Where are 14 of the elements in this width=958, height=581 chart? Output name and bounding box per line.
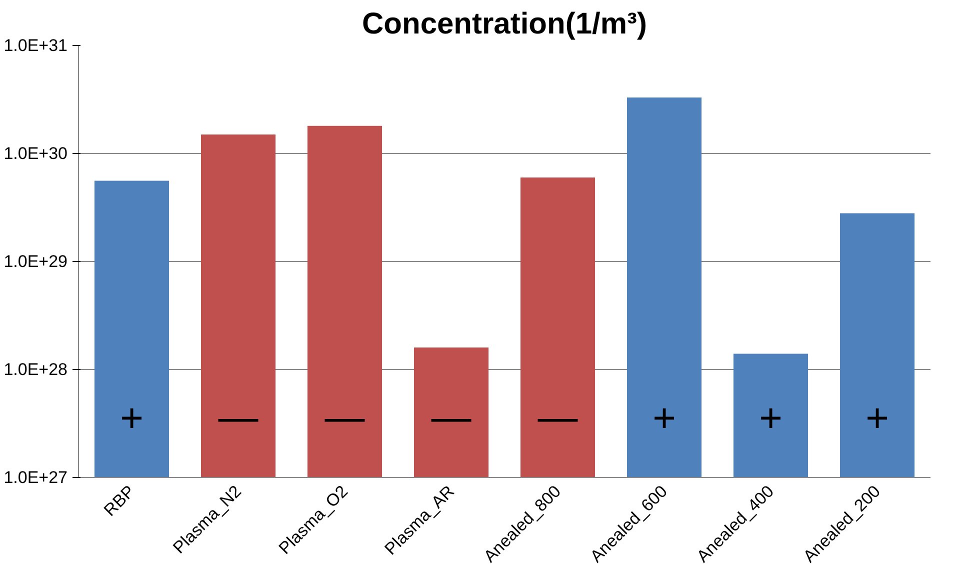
annotation: + bbox=[120, 396, 144, 440]
y-tick-label: 1.0E+28 bbox=[4, 360, 68, 379]
annotation: — bbox=[218, 396, 258, 440]
chart-title: Concentration(1/m³) bbox=[362, 8, 647, 40]
annotation: — bbox=[431, 396, 472, 440]
annotation: + bbox=[866, 396, 889, 440]
annotation: + bbox=[652, 396, 676, 440]
y-tick-label: 1.0E+31 bbox=[4, 36, 68, 55]
y-tick-label: 1.0E+27 bbox=[4, 468, 68, 487]
annotation: — bbox=[538, 396, 578, 440]
annotation: — bbox=[324, 396, 365, 440]
y-tick-label: 1.0E+29 bbox=[4, 252, 68, 271]
annotation: + bbox=[759, 396, 782, 440]
y-tick-label: 1.0E+30 bbox=[4, 144, 68, 163]
